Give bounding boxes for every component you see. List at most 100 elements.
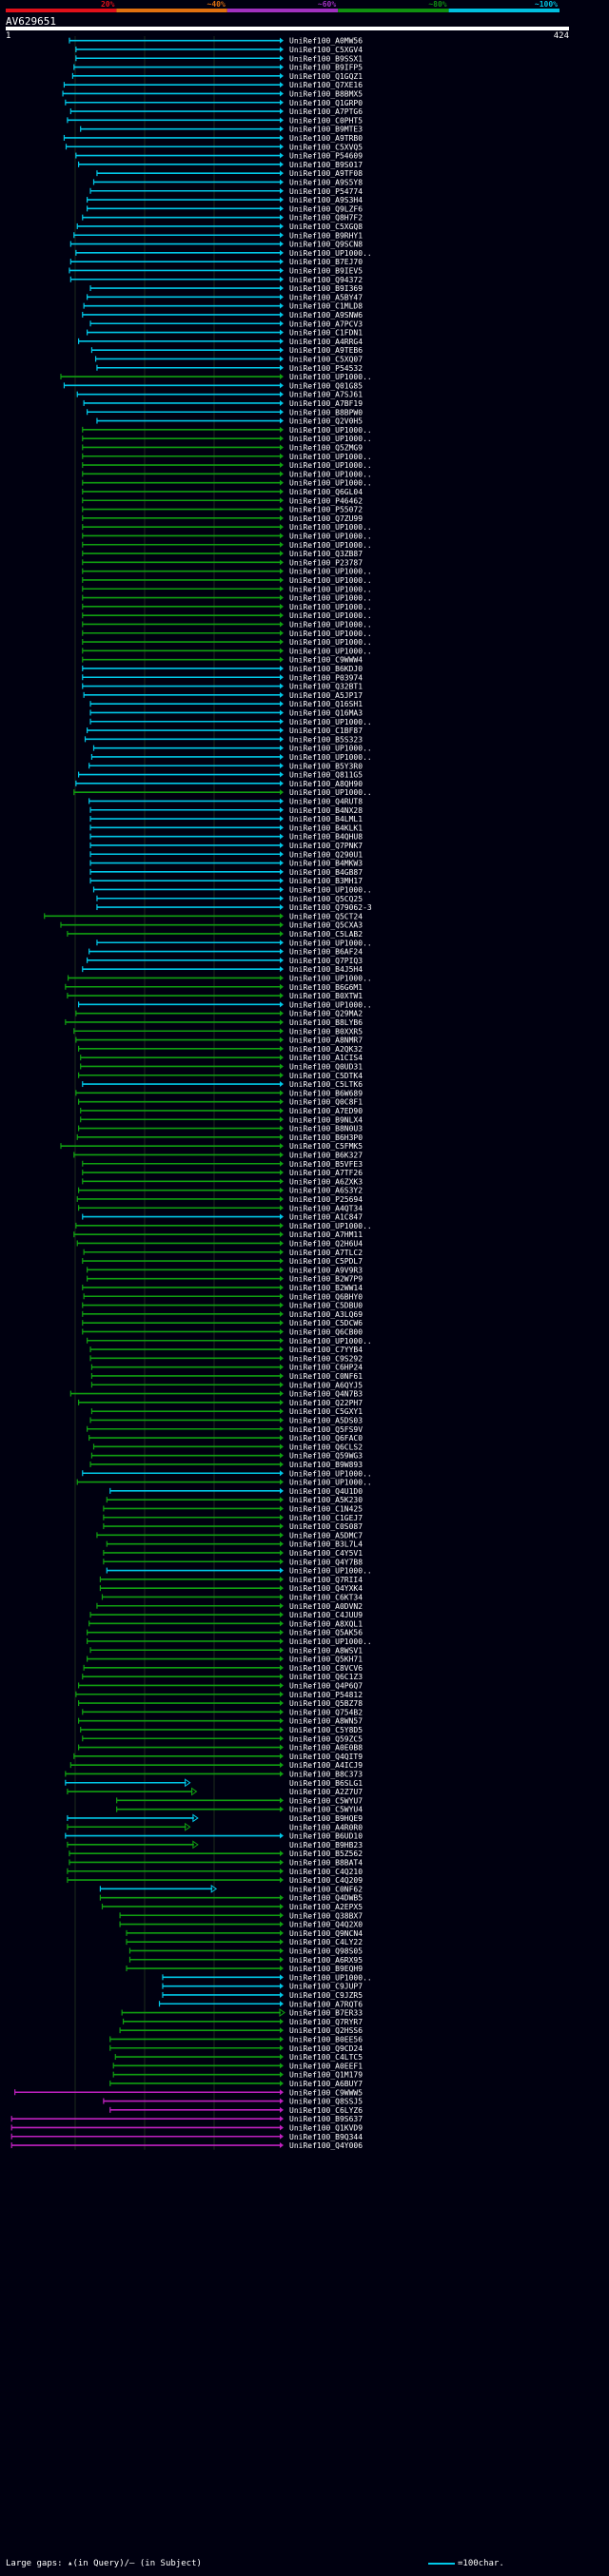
hit-name-link[interactable]: UniRef100_C5WYU4 (289, 1806, 363, 1814)
hit-row[interactable]: UniRef100_B9HB23 (67, 1840, 363, 1850)
hit-row[interactable]: UniRef100_P25694 (76, 1195, 363, 1204)
hit-row[interactable]: UniRef100_B5S323 (84, 735, 363, 744)
hit-name-link[interactable]: UniRef100_UP1000.. (289, 373, 372, 381)
hit-name-link[interactable]: UniRef100_UP1000.. (289, 885, 372, 894)
hit-row[interactable]: UniRef100_B6W689 (75, 1089, 363, 1097)
hit-name-link[interactable]: UniRef100_UP1000.. (289, 1637, 372, 1646)
hit-name-link[interactable]: UniRef100_A0EEF1 (289, 2062, 363, 2070)
hit-name-link[interactable]: UniRef100_A4ICJ9 (289, 1761, 363, 1770)
hit-name-link[interactable]: UniRef100_A5JP17 (289, 691, 363, 700)
hit-row[interactable]: UniRef100_C5DTK4 (78, 1072, 363, 1080)
hit-row[interactable]: UniRef100_Q0C8F1 (78, 1098, 363, 1107)
hit-name-link[interactable]: UniRef100_A0MW56 (289, 37, 363, 46)
hit-name-link[interactable]: UniRef100_B6H3P0 (289, 1133, 363, 1142)
hit-name-link[interactable]: UniRef100_A9TRB0 (289, 134, 363, 143)
hit-row[interactable]: UniRef100_Q9SCN8 (69, 241, 363, 249)
hit-name-link[interactable]: UniRef100_B3L7L4 (289, 1540, 363, 1549)
hit-row[interactable]: UniRef100_C9WWW4 (82, 656, 363, 665)
hit-row[interactable]: UniRef100_Q7RII4 (99, 1576, 363, 1584)
hit-name-link[interactable]: UniRef100_A7TF26 (289, 1169, 363, 1177)
hit-row[interactable]: UniRef100_P03974 (82, 673, 363, 682)
hit-name-link[interactable]: UniRef100_UP1000.. (289, 1567, 372, 1576)
hit-row[interactable]: UniRef100_Q0UD31 (80, 1062, 363, 1071)
hit-name-link[interactable]: UniRef100_P55072 (289, 506, 363, 514)
hit-name-link[interactable]: UniRef100_A2Z7U7 (289, 1788, 363, 1796)
hit-row[interactable]: UniRef100_UP1000.. (82, 426, 372, 435)
hit-row[interactable]: UniRef100_Q9CD24 (109, 2044, 363, 2053)
hit-name-link[interactable]: UniRef100_UP1000.. (289, 603, 372, 611)
hit-name-link[interactable]: UniRef100_P54812 (289, 1691, 363, 1699)
hit-row[interactable]: UniRef100_B9W893 (89, 1461, 363, 1469)
hit-row[interactable]: UniRef100_C1MLD8 (83, 302, 363, 311)
hit-name-link[interactable]: UniRef100_Q7RYR7 (289, 2018, 363, 2026)
hit-row[interactable]: UniRef100_Q9NCN4 (126, 1929, 363, 1938)
hit-row[interactable]: UniRef100_C4Q210 (67, 1868, 363, 1876)
hit-name-link[interactable]: UniRef100_B6W689 (289, 1089, 363, 1097)
hit-name-link[interactable]: UniRef100_B6SLG1 (289, 1779, 363, 1788)
hit-row[interactable]: UniRef100_C5Y8D5 (80, 1726, 363, 1734)
hit-name-link[interactable]: UniRef100_C5DTK4 (289, 1072, 363, 1080)
hit-name-link[interactable]: UniRef100_UP1000.. (289, 461, 372, 470)
hit-row[interactable]: UniRef100_A5DMC7 (96, 1531, 363, 1540)
hit-name-link[interactable]: UniRef100_C1BF87 (289, 726, 363, 735)
hit-name-link[interactable]: UniRef100_UP1000.. (289, 249, 372, 258)
hit-row[interactable]: UniRef100_Q1KVD9 (10, 2123, 363, 2132)
hit-row[interactable]: UniRef100_B6AF24 (88, 948, 363, 957)
hit-name-link[interactable]: UniRef100_Q6CLS2 (289, 1443, 363, 1451)
hit-name-link[interactable]: UniRef100_Q4QIT9 (289, 1753, 363, 1761)
hit-name-link[interactable]: UniRef100_Q1KVD9 (289, 2123, 363, 2132)
hit-row[interactable]: UniRef100_UP1000.. (92, 745, 372, 753)
hit-row[interactable]: UniRef100_UP1000.. (86, 1637, 372, 1646)
hit-name-link[interactable]: UniRef100_C8VCV6 (289, 1664, 363, 1673)
hit-row[interactable]: UniRef100_A6S3Y2 (78, 1187, 363, 1195)
hit-name-link[interactable]: UniRef100_UP1000.. (289, 568, 372, 576)
hit-name-link[interactable]: UniRef100_Q32BT1 (289, 683, 363, 691)
hit-name-link[interactable]: UniRef100_B0XXR5 (289, 1027, 363, 1036)
hit-row[interactable]: UniRef100_A5JP17 (83, 691, 363, 700)
hit-row[interactable]: UniRef100_Q6C1Z3 (82, 1673, 363, 1681)
hit-name-link[interactable]: UniRef100_Q5BZ78 (289, 1699, 363, 1708)
hit-name-link[interactable]: UniRef100_Q811G5 (289, 771, 363, 780)
hit-name-link[interactable]: UniRef100_B9NLX4 (289, 1115, 363, 1124)
hit-row[interactable]: UniRef100_B9IFP5 (73, 64, 363, 72)
hit-name-link[interactable]: UniRef100_UP1000.. (289, 620, 372, 629)
hit-row[interactable]: UniRef100_B7EJ70 (69, 258, 363, 266)
hit-name-link[interactable]: UniRef100_Q4Y006 (289, 2141, 363, 2150)
hit-name-link[interactable]: UniRef100_Q01G85 (289, 381, 363, 390)
hit-name-link[interactable]: UniRef100_Q98S05 (289, 1947, 363, 1955)
hit-row[interactable]: UniRef100_C5XQ07 (94, 355, 363, 363)
hit-name-link[interactable]: UniRef100_A4QT34 (289, 1204, 363, 1212)
hit-name-link[interactable]: UniRef100_Q9LZF6 (289, 204, 363, 213)
hit-name-link[interactable]: UniRef100_B6G6M1 (289, 983, 363, 992)
hit-name-link[interactable]: UniRef100_C9JUP7 (289, 1983, 363, 1991)
hit-row[interactable]: UniRef100_A9V9R3 (86, 1266, 363, 1274)
hit-row[interactable]: UniRef100_Q6CLS2 (92, 1443, 363, 1451)
hit-row[interactable]: UniRef100_UP1000.. (82, 629, 372, 638)
hit-name-link[interactable]: UniRef100_Q5AK56 (289, 1629, 363, 1637)
hit-name-link[interactable]: UniRef100_C5LTK6 (289, 1080, 363, 1089)
hit-name-link[interactable]: UniRef100_B8BPW0 (289, 408, 363, 416)
hit-name-link[interactable]: UniRef100_A0E0B8 (289, 1744, 363, 1753)
hit-row[interactable]: UniRef100_UP1000.. (162, 1973, 372, 1982)
hit-row[interactable]: UniRef100_Q4YXK4 (99, 1584, 363, 1593)
hit-name-link[interactable]: UniRef100_UP1000.. (289, 523, 372, 532)
hit-row[interactable]: UniRef100_Q4Y006 (10, 2141, 363, 2150)
hit-row[interactable]: UniRef100_Q2HSS6 (119, 2026, 363, 2035)
hit-name-link[interactable]: UniRef100_B4NX28 (289, 806, 363, 815)
hit-row[interactable]: UniRef100_UP1000.. (76, 1479, 372, 1487)
hit-name-link[interactable]: UniRef100_C1FDN1 (289, 329, 363, 338)
hit-row[interactable]: UniRef100_C4LY22 (126, 1938, 363, 1947)
hit-name-link[interactable]: UniRef100_A7HM11 (289, 1230, 363, 1239)
hit-row[interactable]: UniRef100_Q4RUT8 (88, 797, 363, 805)
hit-name-link[interactable]: UniRef100_Q9SCN8 (289, 241, 363, 249)
hit-row[interactable]: UniRef100_A5DS03 (89, 1416, 363, 1424)
hit-name-link[interactable]: UniRef100_C1MLD8 (289, 302, 363, 311)
hit-name-link[interactable]: UniRef100_Q5CXA3 (289, 921, 363, 930)
hit-row[interactable]: UniRef100_C5DCW6 (82, 1319, 363, 1327)
hit-name-link[interactable]: UniRef100_B4J5H4 (289, 965, 363, 974)
hit-row[interactable]: UniRef100_B6KDJ0 (82, 665, 363, 673)
hit-row[interactable]: UniRef100_C9JZR5 (162, 1991, 363, 2000)
hit-name-link[interactable]: UniRef100_B6AF24 (289, 948, 363, 957)
hit-row[interactable]: UniRef100_C5XGV4 (75, 46, 363, 54)
hit-name-link[interactable]: UniRef100_B6KDJ0 (289, 665, 363, 673)
